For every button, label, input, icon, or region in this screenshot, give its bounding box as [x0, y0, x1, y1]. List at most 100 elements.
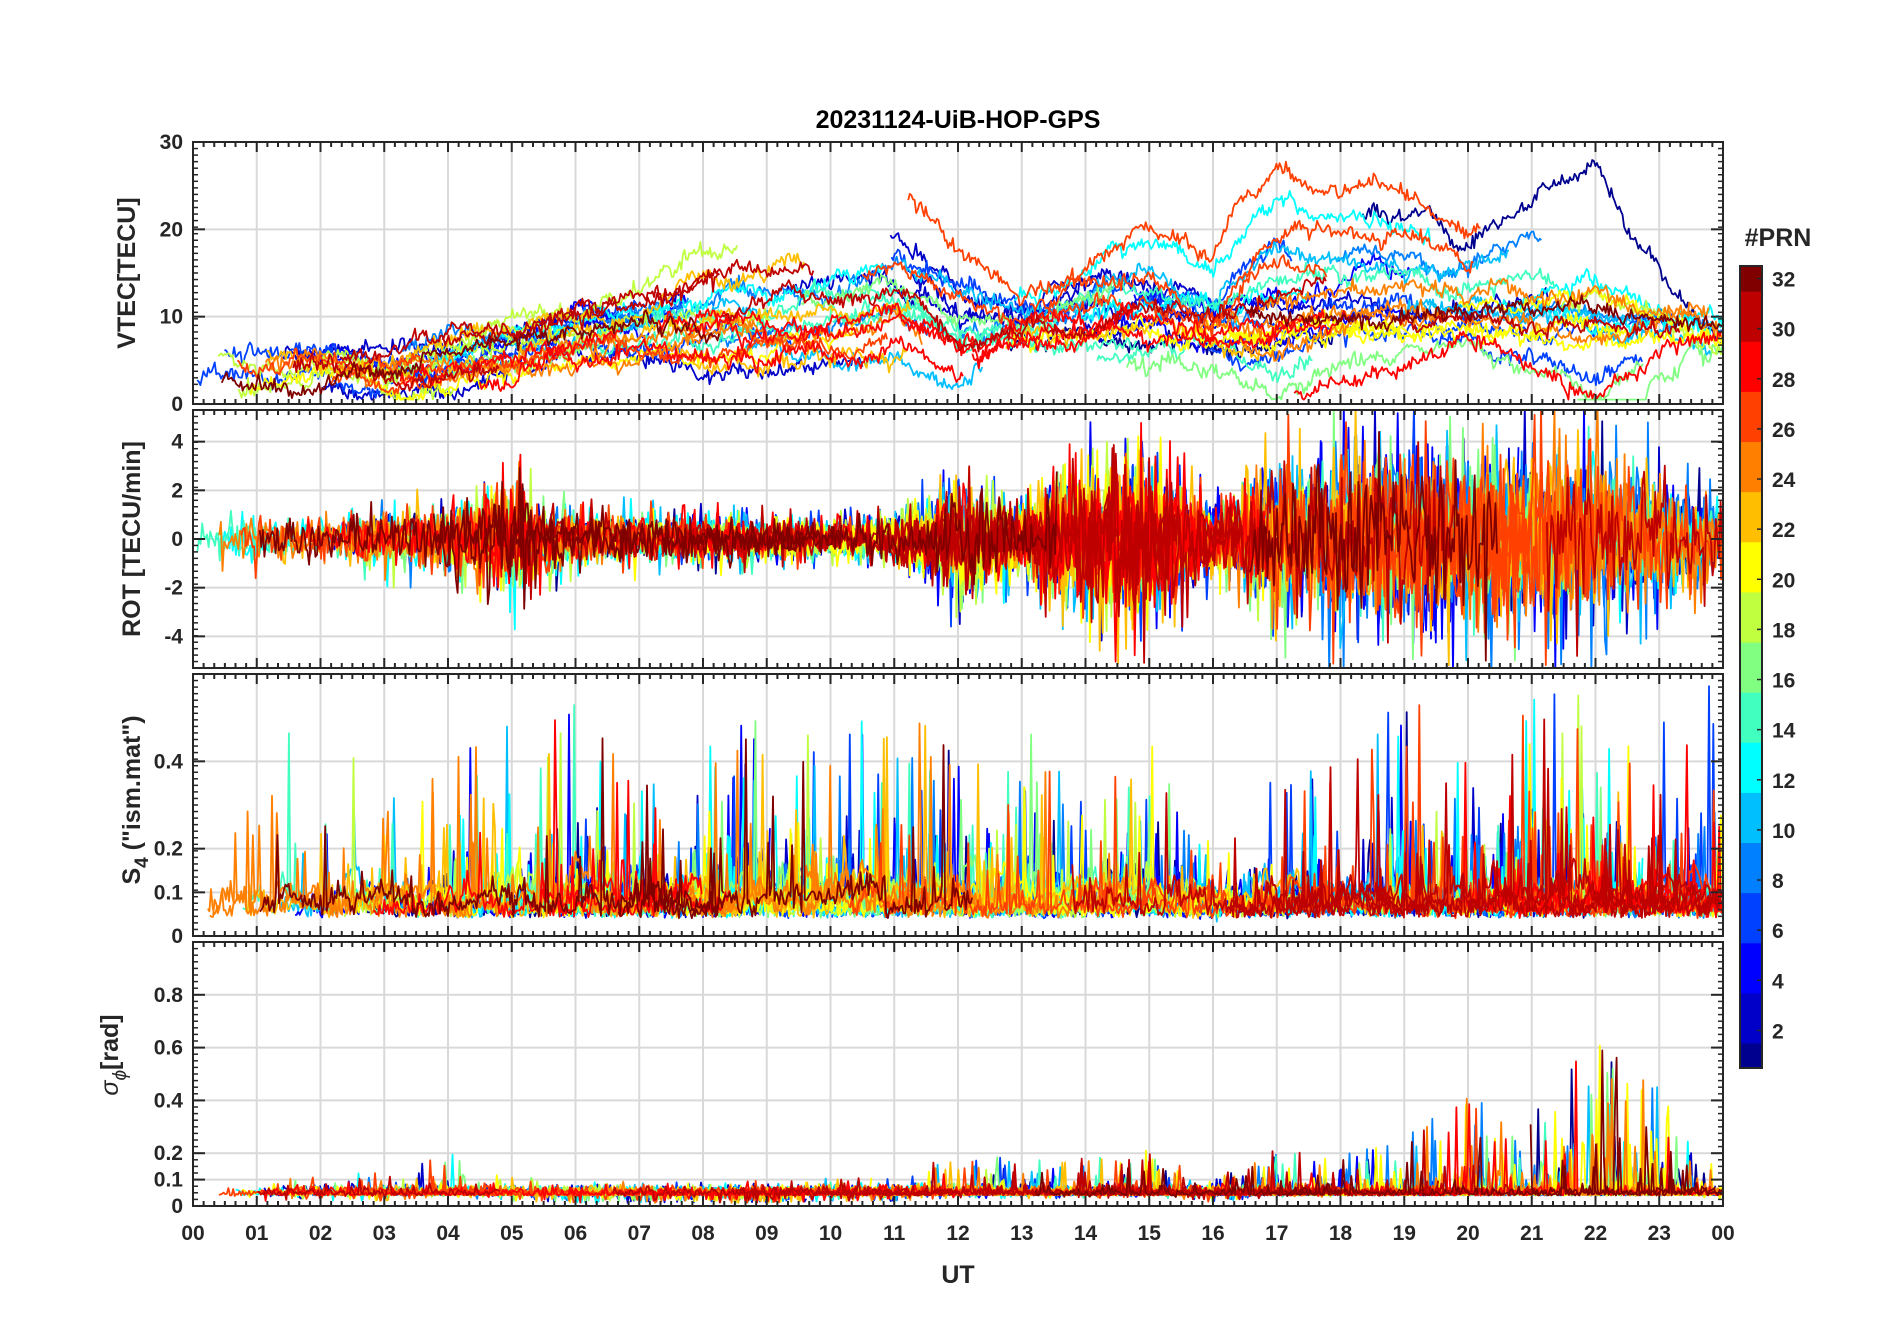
prn-series-line [721, 276, 1327, 353]
s4-ylabel: S4 ("ism.mat") [118, 715, 153, 884]
colorbar-tick-label: 32 [1772, 269, 1795, 292]
x-tick-label: 23 [1648, 1222, 1671, 1245]
x-tick-label: 04 [436, 1222, 460, 1245]
colorbar-band [1740, 341, 1762, 367]
colorbar-band [1740, 291, 1762, 317]
s4-ticks: 0 0.1 0.2 0.4 [154, 673, 1724, 948]
colorbar-tick-label: 8 [1772, 870, 1784, 893]
colorbar-title: #PRN [1745, 224, 1812, 252]
prn-series-line [687, 307, 1325, 363]
prn-series-line [220, 309, 720, 400]
colorbar-tick-label: 28 [1772, 369, 1796, 392]
colorbar-band [1740, 416, 1762, 443]
colorbar-band [1740, 566, 1762, 593]
colorbar-band [1740, 942, 1762, 969]
prn-series-line [1284, 1126, 1723, 1197]
y-tick-label: 0.1 [154, 1169, 184, 1192]
s4-series [207, 685, 1723, 923]
x-tick-label: 19 [1393, 1222, 1416, 1245]
colorbar-band [1740, 1017, 1762, 1044]
panel-s4: 0 0.1 0.2 0.4 S4 ("ism.mat") [118, 673, 1724, 948]
prn-series-line [971, 309, 1352, 370]
prn-series-line [257, 1175, 501, 1201]
colorbar-band [1740, 491, 1762, 518]
x-axis-label: UT [941, 1261, 974, 1289]
s4-ylabel-rest: ("ism.mat") [118, 715, 146, 857]
x-tick-label: 10 [819, 1222, 842, 1245]
colorbar-band [1740, 792, 1762, 818]
y-tick-label: 0.1 [154, 881, 184, 904]
y-tick-label: 0.6 [154, 1037, 183, 1060]
x-tick-label: 15 [1138, 1222, 1162, 1245]
x-tick-label: 00 [1711, 1222, 1734, 1245]
colorbar-band [1740, 641, 1762, 668]
sigma-phi-ylabel-main: σ [96, 1080, 124, 1096]
x-tick-label: 06 [564, 1222, 587, 1245]
colorbar-tick-label: 2 [1772, 1020, 1784, 1043]
rot-ylabel: ROT [TECU/min] [118, 441, 146, 637]
colorbar-band [1740, 742, 1762, 768]
y-tick-label: 0 [171, 925, 183, 948]
prn-series-line [800, 273, 1113, 332]
y-tick-label: 0.4 [154, 750, 184, 773]
panel-sigma-phi: 0 0.1 0.2 0.4 0.6 0.8 σϕ[rad] [96, 941, 1724, 1218]
vtec-ticks: 0 10 20 30 [160, 131, 1724, 416]
rot-series [196, 410, 1723, 668]
x-tick-label: 12 [946, 1222, 969, 1245]
prn-series-line [1398, 310, 1681, 340]
colorbar-gradient [1740, 266, 1762, 1069]
x-tick-label: 22 [1584, 1222, 1607, 1245]
x-tick-label: 01 [245, 1222, 269, 1245]
y-tick-label: 4 [171, 431, 183, 454]
colorbar-tick-label: 30 [1772, 319, 1795, 342]
panel-rot: -4 -2 0 2 4 ROT [TECU/min] [118, 409, 1724, 669]
y-tick-label: 0.4 [154, 1089, 184, 1112]
y-tick-label: 0.2 [154, 838, 183, 861]
colorbar-band [1740, 391, 1762, 417]
prn-series-line [463, 241, 738, 346]
sigma-phi-ticks: 0 0.1 0.2 0.4 0.6 0.8 [154, 941, 1724, 1218]
x-tick-label: 00 [181, 1222, 204, 1245]
x-tick-label: 05 [500, 1222, 524, 1245]
x-tick-label: 13 [1010, 1222, 1033, 1245]
colorbar-band [1740, 892, 1762, 919]
colorbar-tick-label: 6 [1772, 920, 1784, 943]
colorbar-band [1740, 817, 1762, 844]
prn-series-line [207, 777, 515, 917]
colorbar-band [1740, 441, 1762, 468]
vtec-ylabel: VTEC[TECU] [113, 197, 141, 348]
colorbar-band [1740, 266, 1762, 292]
figure-title: 20231124-UiB-HOP-GPS [816, 106, 1101, 134]
sigma-phi-ylabel-rest: [rad] [96, 1014, 124, 1070]
colorbar-band [1740, 516, 1762, 543]
y-tick-label: -2 [164, 577, 183, 600]
y-tick-label: 2 [171, 479, 183, 502]
prn-series-line [690, 722, 1130, 919]
sigma-phi-series [218, 1044, 1723, 1204]
prn-series-line [1071, 766, 1445, 918]
prn-series-line [1568, 834, 1723, 916]
colorbar-tick-label: 12 [1772, 770, 1795, 793]
prn-series-line [1354, 453, 1601, 649]
prn-series-line [259, 737, 725, 920]
colorbar-band [1740, 667, 1762, 693]
x-tick-label: 17 [1265, 1222, 1288, 1245]
prn-series-line [1029, 219, 1474, 326]
colorbar-band [1740, 316, 1762, 342]
x-tick-label: 08 [691, 1222, 715, 1245]
x-tick-label: 11 [883, 1222, 906, 1245]
x-tick-labels: 00 01 02 03 04 05 06 07 08 09 10 11 12 13 14 15 16 17 18 19… [181, 1222, 1734, 1245]
prn-series-line [1249, 430, 1498, 662]
colorbar-band [1740, 992, 1762, 1019]
prn-series-line [1546, 464, 1723, 657]
prn-series-line [339, 258, 815, 365]
prn-series-line [309, 1159, 675, 1202]
colorbar-tick-label: 18 [1772, 619, 1796, 642]
colorbar-tick-label: 4 [1772, 970, 1784, 993]
colorbar-band [1740, 842, 1762, 869]
colorbar-band [1740, 366, 1762, 392]
prn-series-line [617, 738, 974, 919]
colorbar-tick-label: 14 [1772, 720, 1796, 743]
